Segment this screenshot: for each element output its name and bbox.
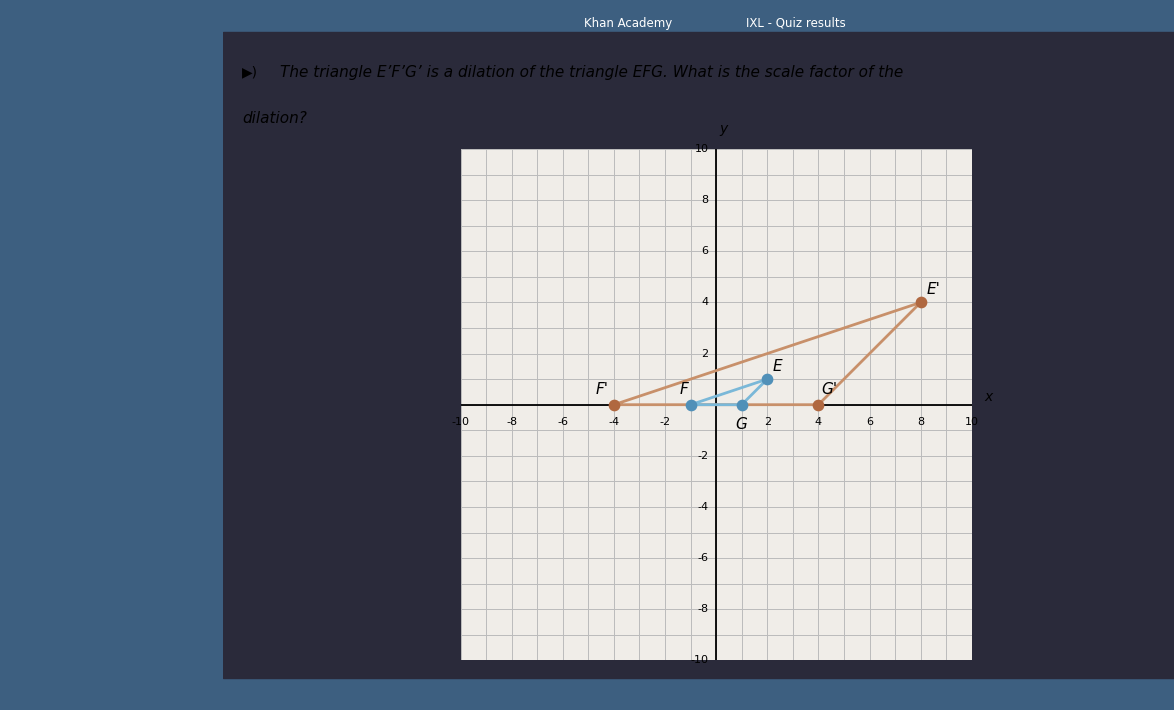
Text: -2: -2 xyxy=(660,417,670,427)
Text: E: E xyxy=(772,359,782,374)
Text: Khan Academy: Khan Academy xyxy=(585,17,673,30)
Point xyxy=(733,399,751,410)
Text: 6: 6 xyxy=(866,417,873,427)
Point xyxy=(605,399,623,410)
Text: 10: 10 xyxy=(695,144,708,154)
Text: 8: 8 xyxy=(917,417,924,427)
Point xyxy=(911,297,930,308)
Text: -4: -4 xyxy=(697,502,708,512)
Text: 6: 6 xyxy=(702,246,708,256)
Text: -8: -8 xyxy=(506,417,518,427)
Text: The triangle E’F’G’ is a dilation of the triangle EFG. What is the scale factor : The triangle E’F’G’ is a dilation of the… xyxy=(281,65,903,80)
Text: E': E' xyxy=(927,283,940,297)
Text: G: G xyxy=(736,417,748,432)
Text: -2: -2 xyxy=(697,451,708,461)
Text: G': G' xyxy=(821,382,837,397)
Text: -6: -6 xyxy=(558,417,568,427)
Text: 2: 2 xyxy=(701,349,708,359)
Text: y: y xyxy=(720,122,728,136)
Point xyxy=(681,399,700,410)
Text: -10: -10 xyxy=(452,417,470,427)
Text: 2: 2 xyxy=(764,417,771,427)
Text: -8: -8 xyxy=(697,604,708,614)
Text: 4: 4 xyxy=(701,297,708,307)
Text: 8: 8 xyxy=(701,195,708,205)
Text: -10: -10 xyxy=(690,655,708,665)
Text: F: F xyxy=(680,382,688,397)
Text: x: x xyxy=(985,390,993,404)
Text: ▶): ▶) xyxy=(242,66,258,80)
Text: -4: -4 xyxy=(608,417,620,427)
Text: dilation?: dilation? xyxy=(242,111,306,126)
Text: -6: -6 xyxy=(697,553,708,563)
Text: 10: 10 xyxy=(965,417,979,427)
Text: F': F' xyxy=(595,382,609,397)
Point xyxy=(809,399,828,410)
Text: IXL - Quiz results: IXL - Quiz results xyxy=(747,17,845,30)
Text: 4: 4 xyxy=(815,417,822,427)
Point xyxy=(758,373,777,385)
